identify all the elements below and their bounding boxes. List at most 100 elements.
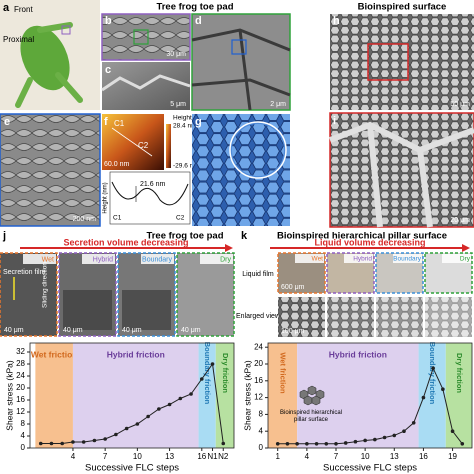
scale-bar: 5 μm	[170, 101, 186, 108]
arrowhead	[462, 244, 470, 252]
scale-bar: 40 μm	[63, 327, 83, 334]
data-point	[343, 441, 348, 445]
sem-b	[101, 13, 191, 61]
data-point	[114, 432, 118, 437]
afm-map	[102, 114, 164, 170]
data-point	[199, 377, 204, 381]
region-label: Dry friction	[455, 353, 464, 393]
panel-label: g	[195, 116, 202, 128]
x-tick-label: 10	[361, 452, 370, 461]
friction-region	[445, 343, 472, 448]
x-tick-label: 13	[390, 452, 399, 461]
region-label: Hybrid friction	[107, 349, 165, 359]
scale-bar: 200 nm	[73, 216, 97, 223]
y-tick-label: 8	[21, 419, 26, 428]
data-point	[167, 402, 172, 407]
region-label: Boundary friction	[203, 342, 212, 405]
panel-label: j	[2, 230, 6, 242]
micrograph	[0, 252, 58, 337]
state-tag	[344, 254, 373, 263]
wet-patches	[122, 290, 171, 330]
data-point	[49, 441, 54, 446]
data-point	[221, 441, 226, 446]
region-label: Dry friction	[221, 353, 230, 393]
panel-label: h	[333, 15, 340, 27]
scale-bar: 40 μm	[4, 327, 24, 334]
y-tick-label: 0	[21, 443, 26, 452]
point-label: C1	[114, 119, 125, 128]
data-point	[382, 435, 387, 440]
x-axis-title: Successive FLC steps	[85, 463, 179, 474]
data-point	[305, 442, 309, 446]
y-tick-label: 16	[254, 376, 263, 385]
state-label: Dry	[220, 256, 231, 263]
enlarged-image	[376, 297, 423, 337]
state-label: Hybrid	[353, 256, 372, 263]
data-point	[285, 442, 290, 446]
series-line	[40, 362, 224, 444]
enlarged-image	[327, 297, 374, 337]
sem-h	[330, 14, 474, 110]
wet-patches	[63, 290, 112, 330]
data-point	[402, 429, 406, 434]
data-point	[324, 442, 329, 446]
state-label: Wet	[312, 256, 324, 263]
scale-bar: 30 μm	[166, 51, 186, 58]
x-tick-label: 16	[197, 452, 206, 461]
data-point	[103, 437, 107, 441]
friction-region	[72, 343, 199, 448]
data-point	[275, 442, 280, 446]
x-tick-label: 7	[334, 452, 339, 461]
annotation: Sliding direction	[42, 262, 49, 308]
state-label: Hybrid	[93, 256, 113, 263]
zoom-box	[133, 29, 149, 45]
panel-label: a	[3, 2, 10, 14]
y-tick-label: 28	[16, 359, 25, 368]
point-label: C2	[138, 141, 149, 150]
label-proximal: Proximal	[3, 35, 34, 44]
y-tick-label: 16	[16, 395, 25, 404]
scale-bar: 50 μm	[450, 101, 470, 108]
colorbar-max: 28.4 nm	[173, 123, 197, 130]
label-front: Front	[14, 5, 33, 14]
state-tag	[23, 254, 56, 264]
x-tick-label: 13	[165, 452, 174, 461]
pillar-cube	[307, 385, 317, 396]
depth-label: 21.6 nm	[140, 181, 165, 188]
scale-bar: 60.0 nm	[104, 161, 129, 168]
panel-label: c	[105, 64, 111, 76]
enlarged-image	[278, 297, 325, 337]
region-label: Wet friction	[279, 352, 288, 394]
trend-label: Liquid volume decreasing	[314, 237, 425, 247]
x-tick-label: 7	[103, 452, 108, 461]
point-label: C1	[113, 215, 122, 222]
section-title: Tree frog toe pad	[156, 2, 233, 13]
pillar-cube	[303, 395, 313, 406]
region-label: Hybrid friction	[329, 349, 387, 359]
panel-label: e	[4, 116, 10, 128]
arrowhead	[225, 244, 233, 252]
x-tick-label: 19	[448, 452, 457, 461]
x-tick-label: 4	[305, 452, 310, 461]
scale-bar: 2 μm	[270, 101, 286, 108]
section-title: Bioinspired surface	[358, 2, 447, 13]
row-label: Enlarged view	[236, 313, 281, 320]
y-tick-label: 4	[21, 431, 26, 440]
data-point	[450, 429, 455, 434]
data-point	[441, 387, 445, 392]
panel-label: d	[195, 15, 202, 27]
point-label: C2	[176, 215, 185, 222]
scale-bar: 100 μm	[281, 328, 305, 335]
y-tick-label: 24	[16, 371, 25, 380]
y-tick-label: 0	[259, 443, 264, 452]
zoom-box	[231, 39, 247, 55]
state-tag	[82, 254, 115, 264]
y-tick-label: 12	[16, 407, 25, 416]
x-tick-label: N2	[218, 452, 229, 461]
trend-label: Secretion volume decreasing	[63, 237, 188, 247]
state-label: Boundary	[393, 256, 422, 263]
state-tag	[295, 254, 324, 263]
panel-label: k	[241, 230, 248, 242]
state-tag	[393, 254, 422, 263]
data-point	[71, 440, 75, 444]
